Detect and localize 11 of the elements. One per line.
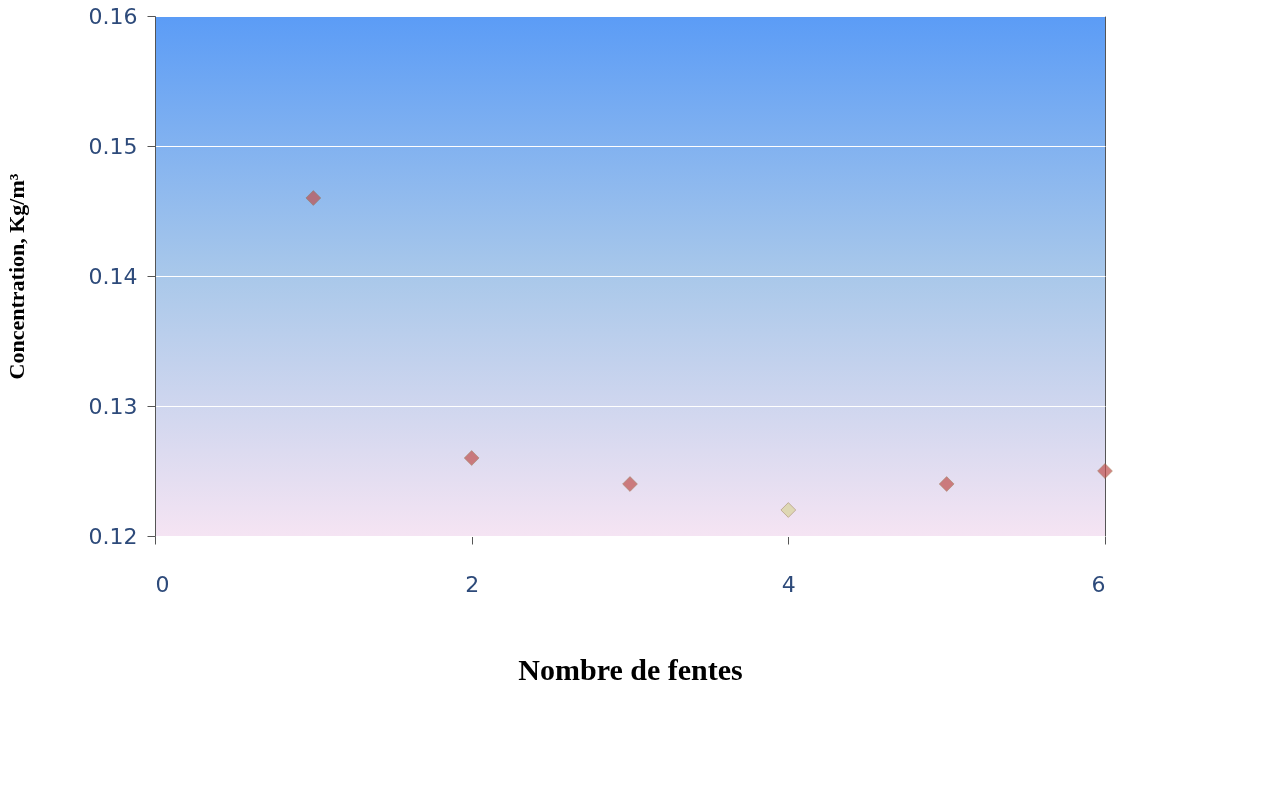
x-axis-title: Nombre de fentes <box>518 652 743 686</box>
x-tick-label: 2 <box>465 571 480 597</box>
y-axis-title: Concentration, Kg/m³ <box>3 173 29 380</box>
x-tick-label: 4 <box>781 571 796 597</box>
x-tick-label: 0 <box>155 571 170 597</box>
x-tick-label: 6 <box>1091 571 1106 597</box>
y-tick-label: 0.16 <box>88 3 138 29</box>
y-tick-label: 0.15 <box>88 133 138 159</box>
y-tick-label: 0.12 <box>88 523 138 549</box>
y-tick-label: 0.13 <box>88 393 138 419</box>
y-tick-label: 0.14 <box>88 263 138 289</box>
